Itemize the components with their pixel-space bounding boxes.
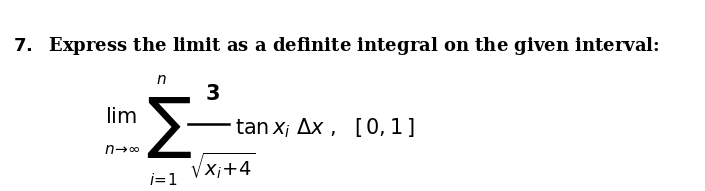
Text: $\sqrt{x_i\!+\!4}$: $\sqrt{x_i\!+\!4}$	[190, 150, 255, 181]
Text: $\mathrm{lim}$: $\mathrm{lim}$	[105, 107, 137, 127]
Text: $\tan x_i\ \Delta x\ ,\ \ [\,0,1\,]$: $\tan x_i\ \Delta x\ ,\ \ [\,0,1\,]$	[235, 116, 415, 140]
Text: $n\!\rightarrow\!\infty$: $n\!\rightarrow\!\infty$	[104, 143, 140, 157]
Text: $\sum$: $\sum$	[146, 96, 192, 160]
Text: $i\!=\!1$: $i\!=\!1$	[149, 172, 177, 188]
Text: $\mathbf{7.}$  Express the limit as a definite integral on the given interval:: $\mathbf{7.}$ Express the limit as a def…	[13, 35, 660, 57]
Text: $\mathbf{3}$: $\mathbf{3}$	[205, 84, 220, 104]
Text: $n$: $n$	[157, 73, 167, 87]
